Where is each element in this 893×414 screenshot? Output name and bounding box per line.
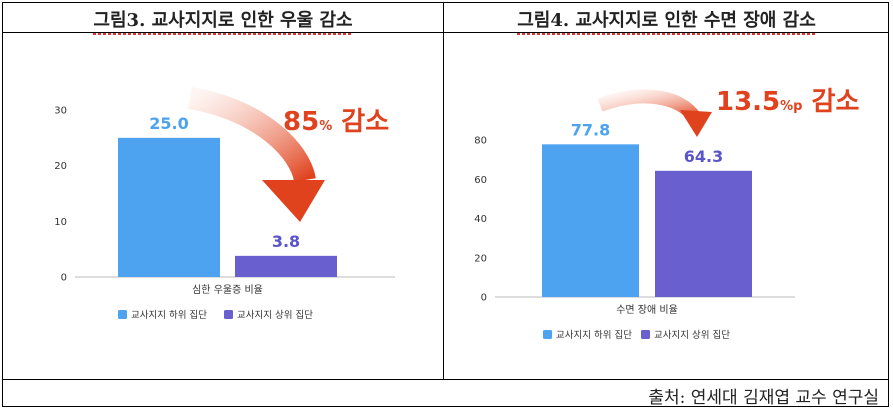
y-tick-label: 20	[474, 253, 487, 264]
title-divider	[2, 32, 889, 33]
y-tick-label: 0	[481, 293, 487, 304]
panel-title-right-text: 그림4. 교사지지로 인한 수면 장애 감소	[517, 6, 816, 35]
annotation-suffix: 감소	[803, 87, 860, 117]
bar-value-label: 25.0	[149, 114, 188, 133]
annotation-unit: %p	[780, 99, 802, 114]
legend-label: 교사지지 하위 집단	[131, 309, 207, 321]
annotation-value: 85	[283, 107, 319, 137]
x-category-label: 수면 장애 비율	[616, 304, 678, 316]
bar-high-support	[655, 170, 752, 297]
y-tick-label: 0	[61, 273, 67, 284]
bar-value-label: 77.8	[571, 120, 610, 139]
legend-swatch	[641, 330, 650, 339]
arrow-shaft	[187, 87, 316, 183]
panel-title-left: 그림3. 교사지지로 인한 우울 감소	[3, 6, 443, 35]
panel-title-right: 그림4. 교사지지로 인한 수면 장애 감소	[444, 6, 889, 35]
y-tick-label: 30	[54, 106, 67, 117]
x-category-label: 심한 우울증 비율	[192, 284, 263, 296]
reduction-annotation: 85% 감소	[283, 107, 389, 137]
legend-swatch	[543, 330, 552, 339]
arrow-head	[680, 110, 712, 137]
legend-swatch	[118, 310, 127, 319]
bar-low-support	[118, 137, 220, 277]
column-divider	[443, 2, 444, 380]
legend-label: 교사지지 상위 집단	[654, 329, 730, 341]
arrow-shaft	[597, 89, 701, 123]
legend-swatch	[224, 310, 233, 319]
panel-title-left-text: 그림3. 교사지지로 인한 우울 감소	[93, 6, 353, 35]
annotation-unit: %	[319, 119, 332, 134]
reduction-annotation: 13.5%p 감소	[716, 87, 859, 117]
source-divider	[2, 379, 889, 380]
y-tick-label: 20	[54, 161, 67, 172]
y-tick-label: 80	[474, 136, 487, 147]
legend-label: 교사지지 하위 집단	[556, 329, 632, 341]
legend-label: 교사지지 상위 집단	[237, 309, 313, 321]
figure-frame	[2, 2, 889, 407]
annotation-value: 13.5	[716, 87, 780, 117]
y-tick-label: 10	[54, 217, 67, 228]
bar-value-label: 64.3	[684, 147, 723, 166]
arrow-head	[262, 180, 325, 222]
y-tick-label: 40	[474, 214, 487, 225]
bar-high-support	[235, 255, 337, 277]
bar-value-label: 3.8	[272, 232, 300, 251]
y-tick-label: 60	[474, 175, 487, 186]
source-caption: 출처: 연세대 김재엽 교수 연구실	[648, 388, 879, 408]
annotation-suffix: 감소	[332, 107, 389, 137]
bar-low-support	[542, 144, 639, 297]
